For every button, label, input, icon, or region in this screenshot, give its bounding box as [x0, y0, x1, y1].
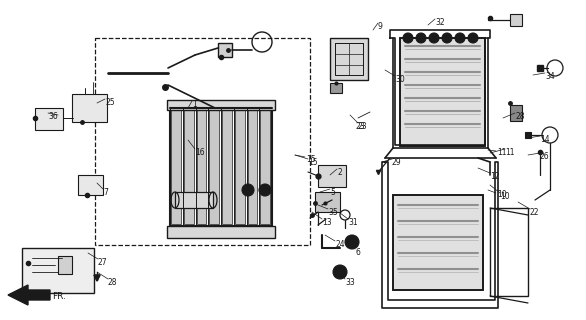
- Bar: [330, 38, 368, 80]
- Text: 23: 23: [358, 122, 367, 131]
- Text: 28: 28: [108, 278, 118, 287]
- Text: 27: 27: [98, 258, 108, 267]
- Bar: [72, 94, 107, 122]
- Text: 31: 31: [348, 218, 357, 227]
- Bar: [490, 208, 528, 296]
- Bar: [95, 38, 310, 245]
- Text: 23: 23: [355, 122, 364, 131]
- Bar: [247, 110, 257, 224]
- Text: FR.: FR.: [52, 292, 66, 301]
- Text: 15: 15: [306, 155, 316, 164]
- Text: 35: 35: [328, 208, 338, 217]
- Text: 30: 30: [395, 75, 405, 84]
- Circle shape: [442, 33, 452, 43]
- Text: 10: 10: [500, 192, 510, 201]
- Text: 29: 29: [392, 158, 401, 167]
- Bar: [330, 83, 342, 93]
- Text: 28: 28: [515, 112, 524, 121]
- Circle shape: [242, 184, 254, 196]
- Text: 1: 1: [192, 100, 197, 109]
- Bar: [170, 108, 272, 226]
- Bar: [400, 38, 485, 146]
- Bar: [235, 110, 244, 224]
- Bar: [167, 226, 275, 238]
- Text: 9: 9: [378, 22, 383, 31]
- Text: 2: 2: [337, 168, 342, 177]
- Circle shape: [429, 33, 439, 43]
- Text: 22: 22: [530, 208, 540, 217]
- Bar: [510, 14, 522, 26]
- Circle shape: [416, 33, 426, 43]
- Bar: [260, 110, 270, 224]
- Circle shape: [259, 184, 271, 196]
- Text: 24: 24: [335, 240, 345, 249]
- Text: 11: 11: [505, 148, 515, 157]
- Circle shape: [403, 33, 413, 43]
- Bar: [171, 110, 180, 224]
- Bar: [167, 100, 275, 110]
- Bar: [335, 43, 363, 75]
- Text: 6: 6: [355, 248, 360, 257]
- Text: 16: 16: [195, 148, 205, 157]
- Bar: [510, 105, 522, 121]
- Text: 26: 26: [540, 152, 550, 161]
- Bar: [175, 192, 213, 208]
- Bar: [315, 192, 340, 212]
- Text: 15: 15: [308, 158, 318, 167]
- Text: 32: 32: [435, 18, 445, 27]
- Text: 12: 12: [490, 172, 499, 181]
- Bar: [218, 43, 232, 57]
- Text: 7: 7: [103, 188, 108, 197]
- Circle shape: [468, 33, 478, 43]
- Text: 5: 5: [330, 188, 335, 197]
- Text: 34: 34: [545, 72, 555, 81]
- Bar: [222, 110, 231, 224]
- Bar: [393, 195, 483, 290]
- Circle shape: [455, 33, 465, 43]
- Text: 10: 10: [497, 190, 507, 199]
- Text: 25: 25: [105, 98, 115, 107]
- Bar: [209, 110, 219, 224]
- Circle shape: [345, 235, 359, 249]
- Bar: [184, 110, 193, 224]
- Bar: [78, 175, 103, 195]
- Text: 13: 13: [322, 218, 332, 227]
- Text: 36: 36: [48, 112, 58, 121]
- Bar: [400, 38, 485, 146]
- Circle shape: [333, 265, 347, 279]
- Bar: [22, 248, 94, 293]
- Bar: [318, 165, 346, 187]
- Text: 11: 11: [497, 148, 506, 157]
- Text: 33: 33: [345, 278, 355, 287]
- Bar: [58, 256, 72, 274]
- Polygon shape: [8, 285, 50, 305]
- Text: 14: 14: [540, 135, 550, 144]
- Bar: [393, 195, 483, 290]
- Bar: [196, 110, 206, 224]
- Bar: [35, 108, 63, 130]
